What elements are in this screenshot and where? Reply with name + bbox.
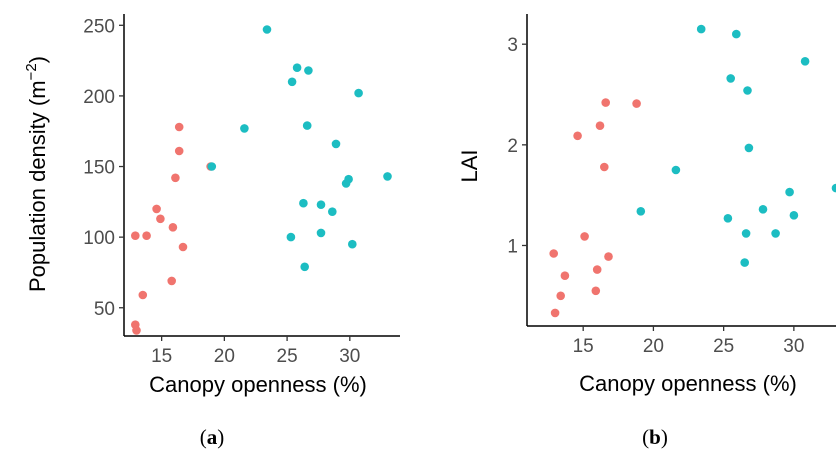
data-point-b-s0-9 bbox=[600, 162, 609, 172]
panel-label-b-letter: b bbox=[649, 425, 661, 449]
y-tick-label-a-1: 100 bbox=[83, 228, 115, 249]
data-point-b-s1-7 bbox=[741, 229, 751, 238]
data-point-a-s1-2 bbox=[262, 25, 272, 34]
y-axis-title-a-sup: −2 bbox=[23, 63, 40, 80]
data-point-a-s1-18 bbox=[383, 172, 392, 181]
data-point-a-s1-1 bbox=[240, 124, 249, 133]
data-point-a-s1-6 bbox=[299, 198, 308, 208]
data-point-a-s0-6 bbox=[156, 214, 165, 224]
y-axis-title-b-main: LAI bbox=[457, 149, 482, 182]
data-point-b-s1-8 bbox=[743, 86, 752, 95]
data-point-a-s1-4 bbox=[287, 77, 297, 87]
y-tick-label-b-1: 2 bbox=[507, 136, 518, 157]
data-point-a-s0-3 bbox=[138, 290, 148, 300]
x-tick-label-a-0: 15 bbox=[151, 346, 172, 367]
data-point-a-s1-8 bbox=[302, 121, 312, 130]
data-point-b-s0-11 bbox=[604, 252, 613, 261]
data-point-a-s1-16 bbox=[348, 239, 357, 249]
data-point-b-s0-5 bbox=[580, 232, 589, 241]
data-point-a-s1-10 bbox=[316, 228, 326, 238]
data-point-b-s0-2 bbox=[556, 291, 565, 301]
y-axis-title-a-main: Population density (m bbox=[25, 80, 50, 292]
y-axis-title-b: LAI bbox=[457, 149, 482, 182]
data-point-b-s0-1 bbox=[550, 308, 560, 318]
y-axis-title-a-tail: ) bbox=[25, 56, 50, 63]
data-point-b-s1-3 bbox=[723, 214, 733, 223]
x-tick-label-a-1: 20 bbox=[214, 346, 235, 367]
data-point-a-s0-8 bbox=[167, 276, 176, 286]
data-point-b-s1-2 bbox=[696, 24, 706, 34]
data-point-b-s1-5 bbox=[732, 29, 741, 39]
data-point-a-s1-17 bbox=[354, 88, 363, 98]
data-point-a-s0-12 bbox=[178, 242, 188, 252]
data-point-b-s1-10 bbox=[758, 205, 768, 214]
data-point-a-s1-0 bbox=[207, 162, 217, 171]
data-point-b-s0-4 bbox=[573, 131, 582, 141]
data-point-b-s1-0 bbox=[636, 207, 646, 216]
x-tick-label-b-1: 20 bbox=[643, 336, 664, 357]
data-point-b-s1-12 bbox=[785, 187, 794, 197]
data-point-b-s0-6 bbox=[591, 286, 601, 296]
panel-label-a-open: ( bbox=[200, 425, 207, 449]
axis-ticks-b: 15 20 25 30 1 2 3 bbox=[507, 35, 804, 357]
panel-label-b-open: ( bbox=[642, 425, 649, 449]
data-point-b-s1-11 bbox=[771, 229, 780, 238]
y-axis-title-a: Population density (m−2) bbox=[23, 56, 50, 292]
data-point-a-s0-9 bbox=[171, 173, 180, 183]
data-point-a-s1-11 bbox=[316, 200, 326, 209]
data-point-b-s0-0 bbox=[549, 249, 558, 258]
panel-label-a-letter: a bbox=[207, 425, 218, 449]
x-tick-label-b-0: 15 bbox=[573, 336, 594, 357]
data-point-a-s1-15 bbox=[344, 174, 353, 184]
data-point-b-s1-6 bbox=[740, 258, 749, 267]
x-tick-label-b-2: 25 bbox=[713, 336, 734, 357]
panel-label-a: (a) bbox=[200, 425, 225, 449]
data-point-b-s0-3 bbox=[560, 271, 570, 281]
y-tick-label-a-2: 150 bbox=[83, 158, 115, 179]
scatter-points-a bbox=[131, 25, 392, 335]
data-point-b-s1-15 bbox=[831, 183, 836, 193]
x-tick-label-b-3: 30 bbox=[783, 336, 804, 357]
data-point-a-s1-12 bbox=[328, 207, 337, 216]
scatter-points-b bbox=[549, 24, 836, 318]
data-point-a-s0-7 bbox=[168, 223, 178, 232]
data-point-a-s0-4 bbox=[142, 231, 151, 240]
data-point-b-s1-1 bbox=[671, 165, 681, 175]
data-point-a-s1-3 bbox=[286, 232, 296, 242]
y-tick-label-a-3: 200 bbox=[83, 87, 115, 108]
panel-label-b-close: ) bbox=[661, 425, 668, 449]
data-point-a-s0-11 bbox=[174, 146, 184, 156]
chart-panel-b: 15 20 25 30 1 2 3 Canopy openness (%) LAI (b) bbox=[457, 14, 836, 449]
y-tick-label-b-0: 1 bbox=[507, 236, 518, 257]
data-point-a-s0-2 bbox=[132, 326, 141, 335]
x-axis-title-b: Canopy openness (%) bbox=[579, 371, 797, 396]
data-point-b-s0-12 bbox=[632, 99, 641, 108]
panel-label-a-close: ) bbox=[217, 425, 224, 449]
data-point-a-s1-5 bbox=[292, 63, 302, 72]
data-point-a-s0-5 bbox=[152, 204, 161, 214]
x-tick-label-a-2: 25 bbox=[277, 346, 298, 367]
data-point-b-s0-10 bbox=[601, 98, 610, 107]
data-point-b-s1-9 bbox=[744, 143, 754, 153]
data-point-a-s0-0 bbox=[131, 231, 140, 240]
data-point-b-s0-8 bbox=[595, 121, 605, 130]
axis-ticks-a: 15 20 25 30 50 100 150 200 250 bbox=[83, 16, 360, 367]
data-point-b-s1-14 bbox=[800, 57, 810, 66]
data-point-a-s1-9 bbox=[304, 66, 313, 75]
panel-label-b: (b) bbox=[642, 425, 668, 449]
x-axis-title-a: Canopy openness (%) bbox=[149, 372, 367, 397]
chart-panel-a: 15 20 25 30 50 100 150 200 250 Canopy openness (… bbox=[23, 14, 400, 449]
data-point-a-s0-10 bbox=[174, 122, 184, 132]
data-point-b-s1-13 bbox=[789, 211, 799, 220]
y-tick-label-a-0: 50 bbox=[94, 299, 115, 320]
data-point-a-s1-7 bbox=[300, 262, 310, 272]
y-tick-label-b-2: 3 bbox=[507, 35, 518, 56]
data-point-a-s1-13 bbox=[331, 139, 341, 149]
data-point-b-s0-7 bbox=[592, 265, 602, 274]
x-tick-label-a-3: 30 bbox=[339, 346, 360, 367]
data-point-b-s1-4 bbox=[726, 74, 735, 83]
y-tick-label-a-4: 250 bbox=[83, 16, 115, 37]
